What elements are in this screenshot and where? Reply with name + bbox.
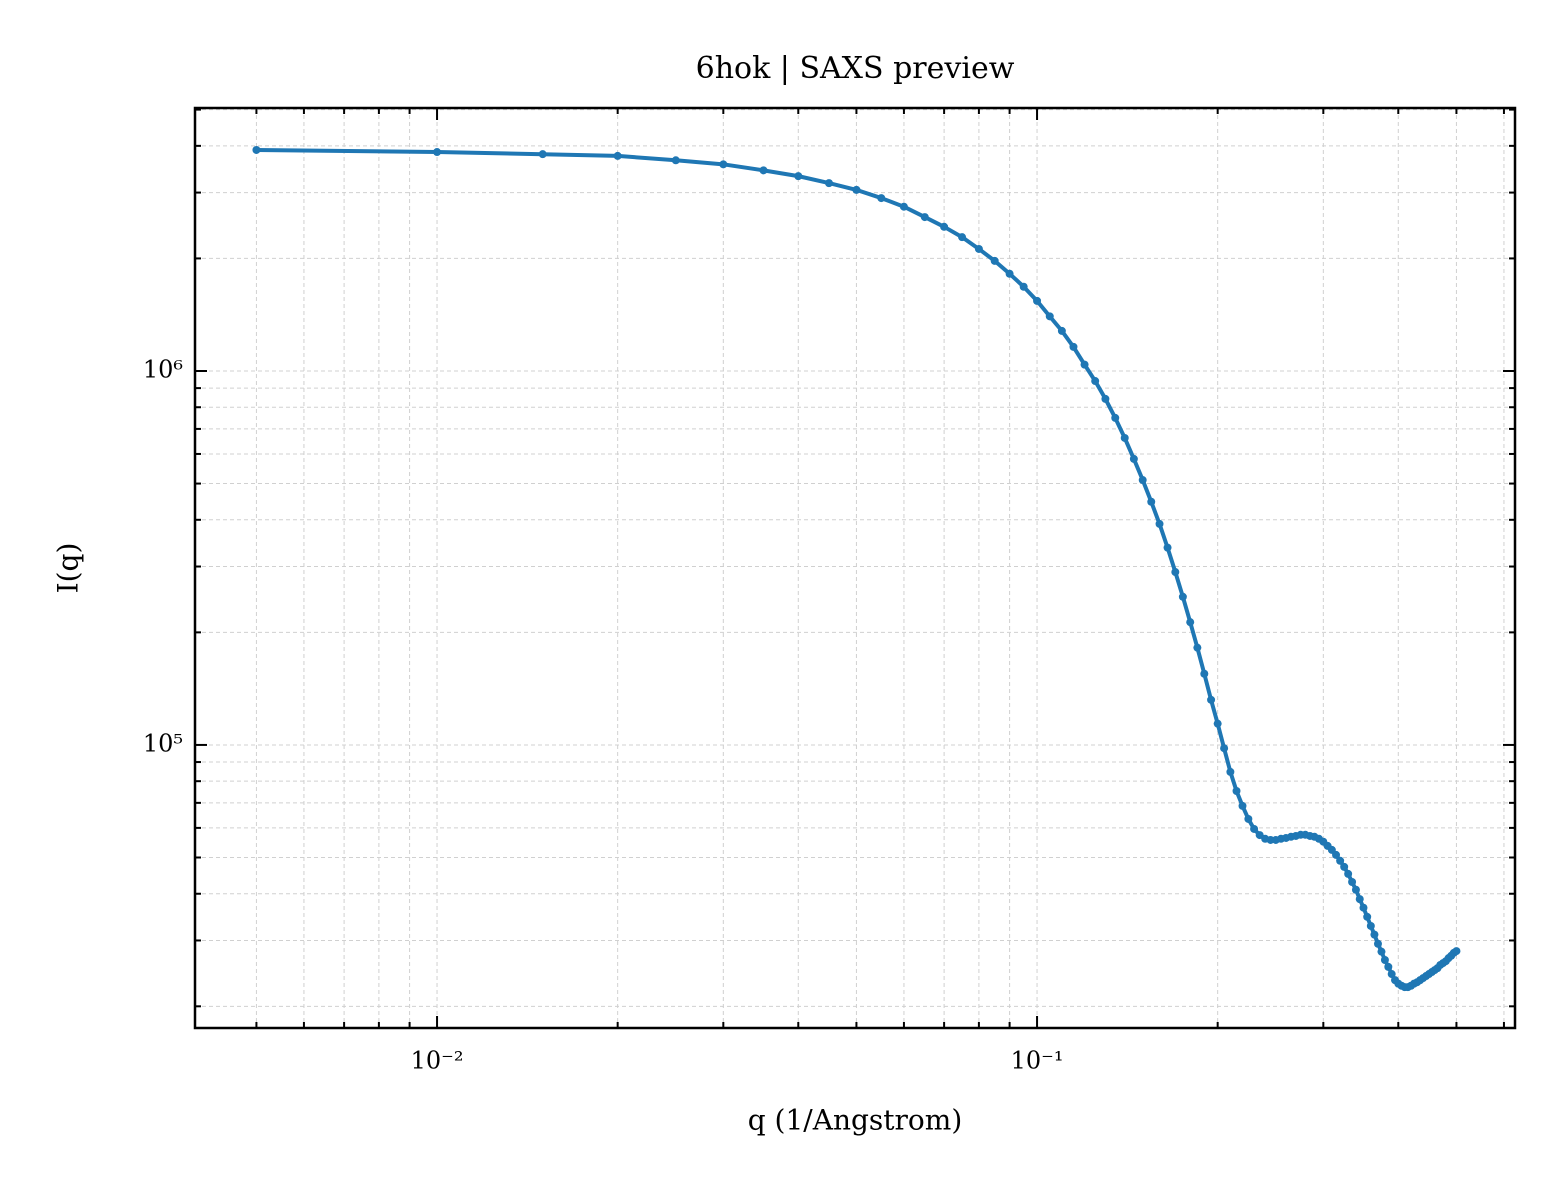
data-point: [252, 145, 261, 154]
data-point: [1155, 519, 1164, 528]
data-point: [1057, 326, 1066, 335]
data-point: [974, 244, 983, 253]
data-point: [1019, 282, 1028, 291]
axes-frame: [193, 106, 1517, 1030]
data-point: [1193, 643, 1202, 652]
data-point: [1091, 377, 1100, 386]
data-point: [1129, 454, 1138, 463]
data-point: [1344, 869, 1353, 878]
data-point: [1069, 342, 1078, 351]
data-point: [1226, 767, 1235, 776]
data-point: [1332, 850, 1341, 859]
grid: [195, 108, 1515, 1028]
y-tick-label: 10⁵: [143, 729, 183, 757]
data-point: [671, 156, 680, 165]
data-point: [1163, 543, 1172, 552]
data-point: [613, 151, 622, 160]
data-point: [1351, 885, 1360, 894]
data-point: [1147, 497, 1156, 506]
data-point: [1336, 856, 1345, 865]
data-point: [538, 150, 547, 159]
data-point: [1244, 814, 1253, 823]
data-point: [1033, 296, 1042, 305]
data-point: [824, 179, 833, 188]
data-point: [1373, 939, 1382, 948]
data-point: [1138, 476, 1147, 485]
data-point: [877, 194, 886, 203]
data-point: [433, 148, 442, 157]
data-point: [940, 222, 949, 231]
data-point: [1178, 592, 1187, 601]
x-tick-label: 10⁻²: [411, 1047, 464, 1075]
plot-area: [252, 145, 1461, 992]
data-point: [1080, 360, 1089, 369]
data-point: [1207, 695, 1216, 704]
data-point: [794, 172, 803, 181]
y-tick-label: 10⁶: [143, 355, 183, 383]
y-axis-label: I(q): [52, 543, 85, 594]
data-point: [1171, 568, 1180, 577]
data-point: [1452, 947, 1461, 956]
data-point: [1200, 669, 1209, 678]
data-point: [990, 256, 999, 265]
data-point: [719, 160, 728, 169]
x-axis-label: q (1/Angstrom): [748, 1104, 963, 1137]
data-point: [1359, 903, 1368, 912]
data-point: [1111, 413, 1120, 422]
data-line: [256, 147, 1458, 990]
data-point: [1232, 787, 1241, 796]
data-point: [958, 233, 967, 242]
data-point: [1363, 912, 1372, 921]
data-point: [1355, 895, 1364, 904]
data-point: [852, 185, 861, 194]
data-point: [1005, 269, 1014, 278]
data-point: [1377, 947, 1386, 956]
data-point: [759, 166, 768, 175]
data-point: [1101, 394, 1110, 403]
data-point: [920, 213, 929, 222]
data-point: [1045, 312, 1054, 321]
chart-title: 6hok | SAXS preview: [696, 51, 1015, 86]
data-point: [1348, 878, 1357, 887]
data-point: [1366, 921, 1375, 930]
data-point: [1370, 930, 1379, 939]
data-point: [1120, 433, 1129, 442]
data-point: [1238, 801, 1247, 810]
data-point: [1213, 719, 1222, 728]
data-point: [1186, 618, 1195, 627]
data-point: [1340, 862, 1349, 871]
x-tick-label: 10⁻¹: [1011, 1047, 1064, 1075]
data-point: [1384, 962, 1393, 971]
data-point: [1220, 744, 1229, 753]
data-point: [1250, 824, 1259, 833]
data-point: [1387, 970, 1396, 979]
data-point: [1380, 956, 1389, 965]
data-point: [899, 202, 908, 211]
